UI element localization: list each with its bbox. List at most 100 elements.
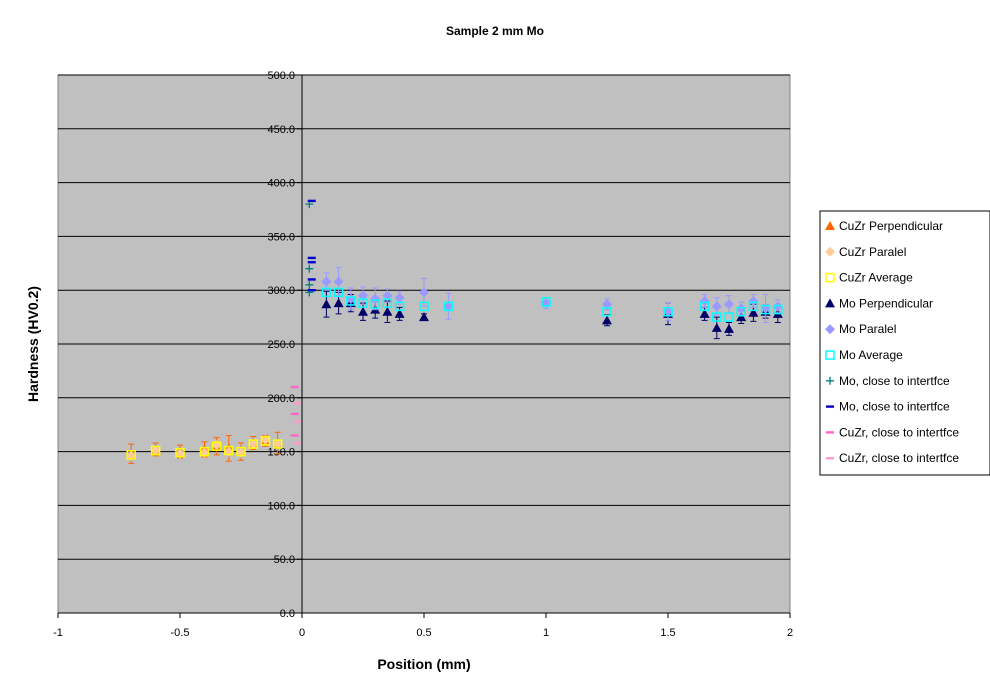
y-tick-label: 0.0	[280, 608, 295, 620]
data-point	[748, 307, 759, 317]
x-axis-title: Position (mm)	[377, 656, 470, 672]
data-point	[663, 306, 673, 317]
data-point	[772, 301, 783, 312]
y-tick-label: 350.0	[267, 231, 295, 243]
data-point	[602, 306, 612, 317]
legend-marker	[825, 246, 835, 257]
data-point	[358, 298, 368, 308]
data-series	[126, 199, 783, 464]
chart-title: Sample 2 mm Mo	[446, 24, 544, 38]
data-point	[736, 303, 747, 314]
data-point	[663, 306, 673, 317]
data-point	[370, 299, 380, 309]
data-point	[724, 299, 734, 310]
data-point	[711, 322, 722, 332]
data-point	[358, 306, 368, 316]
y-tick-label: 150.0	[267, 447, 295, 459]
y-axis-ticks: 0.0 50.0 100.0 150.0 200.0 250.0 300.0 350.0 400…	[267, 70, 302, 620]
legend-label: CuZr, close to intertfce	[839, 425, 959, 439]
data-point	[175, 447, 185, 458]
legend-item: CuZr Paralel	[825, 245, 906, 259]
data-point	[394, 308, 405, 318]
legend-marker	[825, 350, 835, 360]
legend-item: Mo Paralel	[825, 322, 896, 336]
legend-marker	[826, 405, 834, 408]
data-point	[293, 420, 302, 423]
legend-marker	[826, 457, 834, 460]
data-point	[150, 445, 161, 456]
data-point	[419, 301, 429, 312]
grid-lines	[58, 74, 790, 560]
data-point	[699, 295, 710, 306]
data-point	[724, 323, 734, 333]
y-tick-label: 450.0	[267, 124, 295, 136]
data-point	[736, 306, 746, 317]
data-point	[333, 298, 344, 308]
x-tick-label: 1.5	[660, 627, 675, 639]
data-point	[307, 199, 316, 203]
legend-label: Mo, close to intertfce	[839, 374, 950, 388]
legend-box	[819, 210, 990, 476]
legend-label: CuZr Perpendicular	[839, 219, 943, 233]
legend-item: CuZr, close to intertfce	[826, 451, 959, 465]
legend-label: CuZr, close to intertfce	[839, 451, 959, 465]
legend-marker	[825, 221, 835, 230]
data-point	[248, 439, 259, 450]
x-tick-label: 1	[543, 627, 549, 639]
data-point	[321, 287, 332, 298]
data-point	[236, 446, 246, 457]
data-point	[748, 295, 759, 306]
data-point	[736, 312, 747, 322]
legend-label: Mo, close to intertfce	[839, 400, 950, 414]
data-point	[293, 401, 302, 405]
legend-marker	[825, 324, 835, 335]
legend-marker	[825, 272, 835, 283]
data-point	[711, 301, 722, 312]
data-point	[382, 290, 393, 301]
series-5	[321, 287, 783, 322]
data-point	[272, 439, 283, 450]
data-point	[443, 301, 454, 312]
data-point	[602, 299, 612, 310]
legend-label: Mo Perpendicular	[839, 296, 933, 310]
x-tick-label: -1	[53, 627, 63, 639]
data-point	[394, 301, 405, 312]
legend-item: CuZr Average	[825, 271, 913, 285]
data-point	[760, 304, 771, 315]
data-point	[699, 308, 710, 318]
data-point	[290, 412, 299, 416]
data-point	[307, 261, 316, 264]
y-tick-label: 400.0	[267, 178, 295, 190]
y-tick-label: 250.0	[267, 339, 295, 351]
data-point	[199, 446, 210, 457]
legend-label: Mo Average	[839, 348, 903, 362]
series-2	[126, 436, 283, 460]
data-point	[307, 278, 316, 281]
legend-item: CuZr, close to intertfce	[826, 425, 959, 439]
data-point	[382, 306, 393, 316]
data-point	[712, 312, 722, 322]
x-axis-ticks: -1 -0.5 0 0.5 1 1.5 2	[53, 613, 793, 639]
legend-item: Mo, close to intertfce	[826, 374, 950, 388]
data-point	[419, 312, 429, 322]
data-point	[305, 264, 314, 273]
data-point	[748, 301, 759, 312]
data-point	[443, 301, 454, 312]
data-point	[724, 312, 734, 322]
data-point	[293, 441, 302, 445]
legend-item: CuZr Perpendicular	[825, 219, 943, 233]
legend-label: CuZr Average	[839, 271, 913, 285]
y-tick-label: 300.0	[267, 285, 295, 297]
x-tick-label: -0.5	[171, 627, 190, 639]
series-8	[290, 385, 299, 437]
data-point	[290, 385, 299, 389]
data-point	[224, 445, 234, 456]
data-point	[333, 287, 344, 298]
legend: CuZr Perpendicular CuZr Paralel CuZr Avera…	[819, 210, 990, 476]
data-point	[358, 290, 368, 301]
data-point	[126, 450, 136, 460]
data-point	[602, 315, 612, 325]
data-point	[321, 299, 332, 309]
data-point	[211, 441, 222, 451]
